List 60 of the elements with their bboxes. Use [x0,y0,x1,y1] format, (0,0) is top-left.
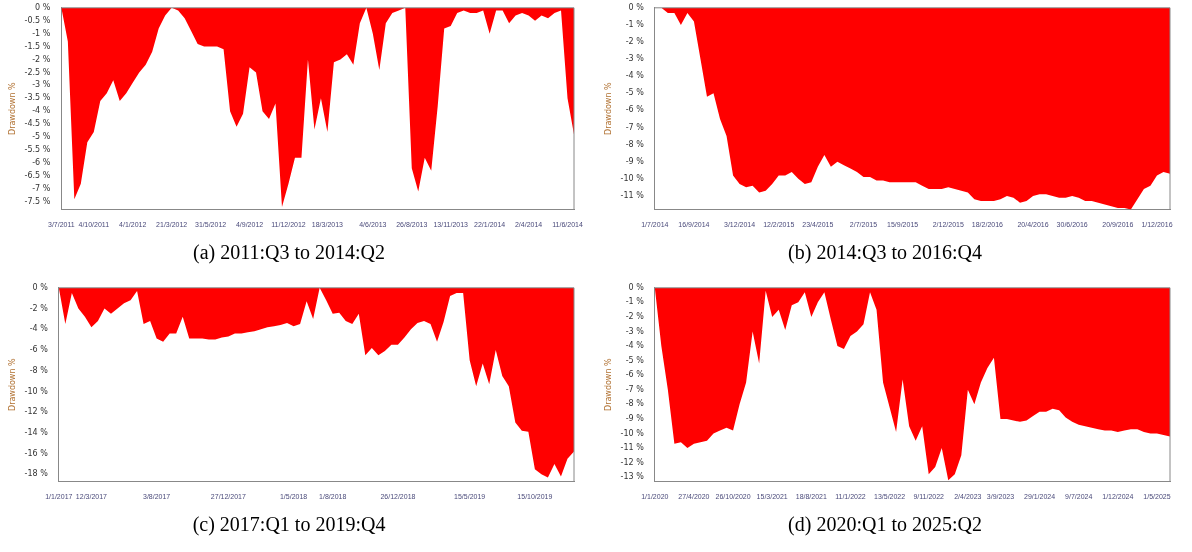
y-tick-label: -10 % [24,386,49,396]
y-tick-label: -12 % [620,457,645,467]
text: (a) 2011:Q3 to 2014:Q2 [192,241,386,265]
y-tick-label: -5 % [625,355,645,365]
y-tick-label: -13 % [620,472,645,482]
y-tick-label: -2 % [29,303,49,313]
y-tick-label: -5.5 % [24,145,51,155]
y-tick-label: -8 % [625,139,645,149]
text: (d) 2020:Q1 to 2025:Q2 [788,513,982,537]
y-axis-title: Drawdown % [7,357,17,412]
y-tick-label: -11 % [620,443,645,453]
y-tick-label: -2 % [625,37,645,47]
y-tick-label: -3 % [625,326,645,336]
y-tick-label: -12 % [24,407,49,417]
y-tick-label: -3.5 % [24,93,51,103]
y-tick-label: -7.5 % [24,196,51,206]
y-tick-label: -8 % [625,399,645,409]
y-tick-label: 0 % [628,2,645,12]
y-tick-label: 0 % [35,2,51,12]
y-tick-label: -14 % [24,427,49,437]
y-tick-label: -1 % [625,297,645,307]
text: (b) 2014:Q3 to 2016:Q4 [788,241,982,265]
y-tick-label: -2.5 % [24,67,51,77]
y-axis-title: Drawdown % [7,81,17,136]
y-tick-label: -16 % [24,448,49,458]
y-tick-label: -4 % [625,71,645,81]
y-tick-label: -4.5 % [24,119,51,129]
y-tick-label: -6 % [625,370,645,380]
y-tick-label: -7 % [625,384,645,394]
y-tick-label: -6.5 % [24,171,51,181]
y-tick-label: -3 % [32,80,51,90]
y-tick-label: -4 % [625,341,645,351]
y-tick-label: -3 % [625,54,645,64]
y-tick-label: -4 % [32,106,51,116]
y-tick-label: -1 % [32,28,51,38]
y-tick-label: -8 % [29,365,49,375]
y-tick-label: -4 % [29,324,49,334]
y-axis-title: Drawdown % [603,357,613,412]
y-tick-label: -2 % [32,54,51,64]
y-tick-label: -18 % [24,469,49,479]
y-tick-label: -9 % [625,156,645,166]
y-tick-label: -6 % [625,105,645,115]
y-tick-label: -1.5 % [24,41,51,51]
y-tick-label: -10 % [620,428,645,438]
y-tick-label: -2 % [625,312,645,322]
y-tick-label: -10 % [620,173,645,183]
text: (c) 2017:Q1 to 2019:Q4 [192,513,386,537]
y-tick-label: 0 % [628,282,645,292]
y-tick-label: -6 % [32,158,51,168]
y-tick-label: -5 % [625,88,645,98]
y-tick-label: -1 % [625,19,645,29]
y-tick-label: -7 % [32,183,51,193]
y-axis-title: Drawdown % [603,81,613,136]
y-tick-label: 0 % [32,282,49,292]
y-tick-label: -11 % [620,191,645,200]
y-tick-label: -7 % [625,122,645,132]
y-tick-label: -9 % [625,414,645,424]
y-tick-label: -6 % [29,345,49,355]
y-tick-label: -0.5 % [24,15,51,25]
y-tick-label: -5 % [32,132,51,142]
